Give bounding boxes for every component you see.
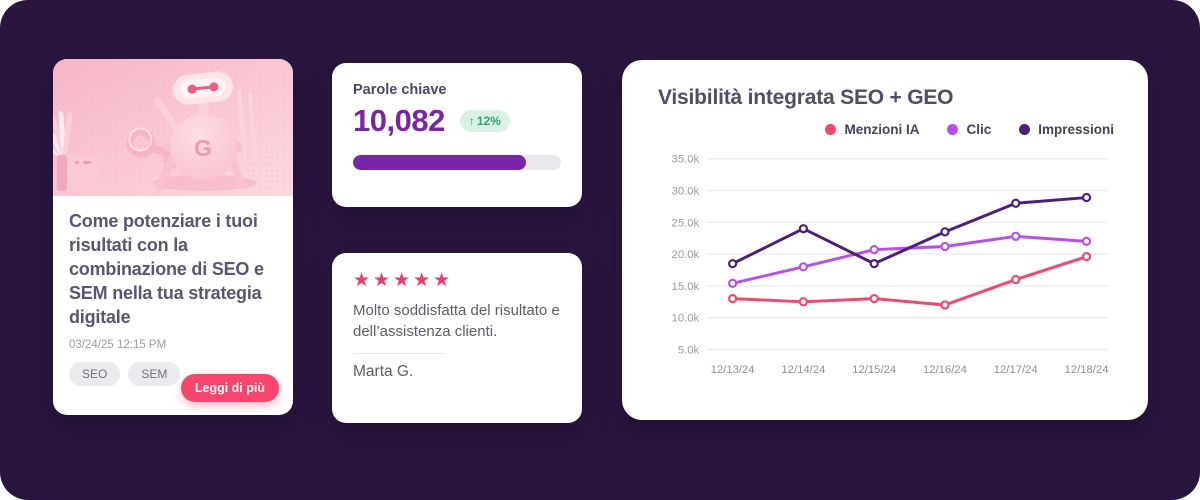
keywords-card: Parole chiave 10,082 ↑ 12% — [332, 63, 582, 207]
data-point — [728, 259, 738, 269]
data-point — [728, 294, 738, 304]
data-point — [1081, 252, 1092, 262]
robot-eye-right — [209, 82, 219, 92]
x-axis-tick: 12/13/24 — [711, 364, 755, 376]
legend-dot-impressioni — [1019, 124, 1031, 135]
data-point — [869, 259, 879, 269]
arrow-up-icon: ↑ — [468, 114, 475, 128]
x-axis-tick: 12/17/24 — [994, 364, 1038, 376]
keywords-progress-track — [353, 155, 561, 170]
shadow-ellipse — [153, 175, 257, 191]
data-point — [1011, 198, 1021, 208]
legend-dot-menzioni-ia — [825, 124, 837, 135]
review-card: ★★★★★ Molto soddisfatta del risultato e … — [332, 253, 582, 423]
tag-sem: SEM — [128, 361, 181, 386]
trend-badge: ↑ 12% — [459, 110, 510, 132]
data-point — [798, 297, 809, 307]
data-point — [869, 294, 879, 304]
divider — [353, 353, 445, 355]
data-point — [728, 278, 738, 288]
robot-illustration: G — [53, 59, 293, 196]
blog-tags: SEO SEM — [69, 361, 277, 386]
data-point — [1081, 236, 1092, 247]
robot-figure: G — [154, 71, 257, 191]
robot-body — [170, 114, 236, 180]
blog-card[interactable]: G Come potenziare i tuoi risultati con l… — [53, 59, 293, 415]
series-line-menzioni-ia — [731, 255, 1089, 307]
review-text: Molto soddisfatta del risultato e dell’a… — [353, 302, 560, 340]
y-axis-tick: 30.0k — [672, 185, 700, 197]
tag-seo: SEO — [69, 361, 121, 386]
y-axis-tick: 15.0k — [672, 281, 700, 293]
keywords-value: 10,082 — [353, 103, 445, 138]
book-icon — [53, 111, 101, 191]
x-axis-tick: 12/14/24 — [781, 364, 825, 376]
visibility-chart-card: Visibilità integrata SEO + GEO Menzioni … — [622, 60, 1148, 420]
data-point — [940, 241, 950, 252]
series-line-impressioni — [731, 196, 1089, 266]
legend-label-menzioni-ia: Menzioni IA — [844, 122, 920, 137]
review-author: Marta G. — [353, 363, 414, 381]
series-line-clic — [731, 234, 1089, 285]
keywords-progress-fill — [353, 155, 526, 170]
data-point — [1011, 231, 1021, 241]
y-axis-tick: 35.0k — [672, 154, 700, 166]
x-axis-tick: 12/18/24 — [1065, 364, 1109, 376]
data-point — [798, 262, 809, 272]
y-axis-tick: 20.0k — [672, 249, 700, 261]
visibility-chart: 35.0k 30.0k 25.0k 20.0k 15.0k 10.0k 5.0k 12/13/… — [672, 154, 1109, 376]
legend-item-menzioni-ia: Menzioni IA — [825, 122, 919, 137]
chart-title: Visibilità integrata SEO + GEO — [658, 86, 954, 109]
legend-item-clic: Clic — [947, 122, 991, 137]
blog-illustration: G — [53, 59, 293, 196]
g-letter: G — [194, 135, 212, 161]
robot-head — [173, 71, 233, 105]
legend-label-clic: Clic — [966, 122, 992, 137]
data-point — [798, 224, 809, 234]
x-axis-tick: 12/16/24 — [923, 364, 967, 376]
y-axis-tick: 25.0k — [672, 217, 700, 229]
y-axis-tick: 10.0k — [672, 313, 700, 325]
robot-eye-left — [187, 84, 197, 94]
y-axis-tick: 5.0k — [678, 344, 700, 356]
x-axis-tick: 12/15/24 — [852, 364, 896, 376]
data-point — [940, 300, 950, 310]
legend-label-impressioni: Impressioni — [1038, 122, 1114, 137]
chart-legend: Menzioni IA Clic Impressioni — [652, 122, 1118, 137]
blog-timestamp: 03/24/25 12:15 PM — [69, 338, 167, 351]
legend-dot-clic — [947, 124, 959, 135]
data-point — [1081, 192, 1092, 203]
keywords-label: Parole chiave — [353, 82, 447, 98]
data-point — [1011, 274, 1021, 285]
data-point — [869, 245, 879, 255]
legend-item-impressioni: Impressioni — [1019, 122, 1114, 137]
blog-title: Come potenziare i tuoi risultati con la … — [69, 211, 264, 328]
data-point — [940, 227, 950, 237]
star-rating: ★★★★★ — [353, 270, 454, 291]
trend-value: 12% — [476, 114, 501, 128]
read-more-button[interactable]: Leggi di più — [180, 374, 279, 402]
